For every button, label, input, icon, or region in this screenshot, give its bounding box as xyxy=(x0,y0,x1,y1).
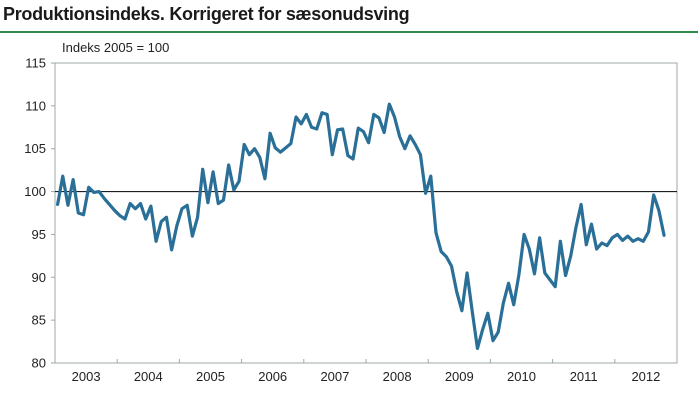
y-tick-label: 105 xyxy=(24,141,46,156)
y-tick-label: 110 xyxy=(25,98,46,113)
y-tick-label: 85 xyxy=(32,313,46,328)
y-tick-label: 100 xyxy=(24,184,46,199)
series-line xyxy=(55,102,666,351)
y-tick-label: 95 xyxy=(32,227,46,242)
x-tick-label: 2003 xyxy=(72,369,101,384)
x-tick-label: 2004 xyxy=(134,369,163,384)
y-tick-label: 90 xyxy=(32,270,46,285)
x-tick-label: 2007 xyxy=(320,369,349,384)
x-tick-label: 2006 xyxy=(258,369,287,384)
x-tick-label: 2009 xyxy=(445,369,474,384)
x-tick-label: 2010 xyxy=(507,369,536,384)
x-tick-label: 2011 xyxy=(570,369,598,384)
chart-title: Produktionsindeks. Korrigeret for sæsonu… xyxy=(3,4,410,24)
title-rule xyxy=(0,31,698,33)
x-tick-label: 2008 xyxy=(383,369,412,384)
y-tick-label: 115 xyxy=(25,56,46,71)
x-tick-label: 2012 xyxy=(631,369,660,384)
x-tick-label: 2005 xyxy=(196,369,225,384)
y-tick-label: 80 xyxy=(32,356,46,371)
y-unit-label: Indeks 2005 = 100 xyxy=(62,40,169,55)
